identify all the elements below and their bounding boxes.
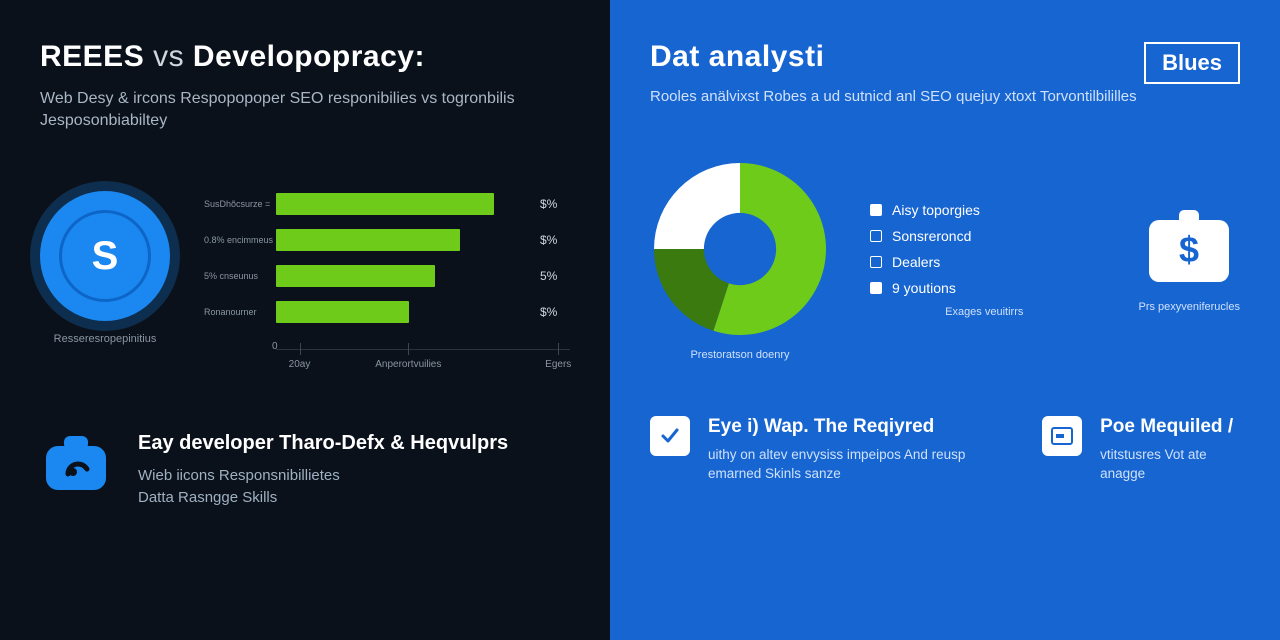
title-part-2: Developopracy: [193,40,425,73]
left-title: REEES vs Developopracy: [40,40,570,74]
donut-column: Prestoratson doenry [650,159,830,361]
left-footer-line1: Wieb iicons Responsnibillietes [138,465,508,487]
bar-row: 0.8% encimmeus $% [204,227,570,253]
axis-tick [300,343,301,355]
footer-col1-body: uithy on altev envysiss impeipos And reu… [708,446,982,484]
legend-item: 9 youtions [870,280,1099,296]
bar-fill [276,229,460,251]
bar-value: 5% [540,269,570,283]
bar-row: Ronanourner $% [204,299,570,325]
bar-axis: 0 20ayAnperortvuiliesEgers [276,343,570,377]
briefcase-icon: $ [1145,208,1233,286]
bar-category: 5% cnseunus [204,271,276,281]
right-footer-col-2: Poe Mequiled / vtitstusres Vot ate anagg… [1042,416,1240,484]
axis-tick-label: Anperortvuilies [375,359,441,370]
right-chart-area: Prestoratson doenry Aisy toporgies Sonsre… [650,159,1240,361]
bar-value: $% [540,197,570,211]
check-icon [650,416,690,456]
briefcase-glyph: $ [1179,229,1199,270]
left-subtitle: Web Desy & ircons Respopopoper SEO respo… [40,88,560,131]
left-panel: REEES vs Developopracy: Web Desy & ircon… [0,0,610,640]
legend-swatch [870,204,882,216]
legend: Aisy toporgies Sonsreroncd Dealers 9 youtio… [870,202,1099,296]
bar-category: 0.8% encimmeus [204,235,276,245]
legend-item: Sonsreroncd [870,228,1099,244]
bar-track [276,229,532,251]
bar-value: $% [540,233,570,247]
axis-tick [558,343,559,355]
bar-fill [276,301,409,323]
footer-col1-heading: Eye i) Wap. The Reqiyred [708,416,982,438]
left-footer: Eay developer Tharo-Defx & Heqvulprs Wie… [40,432,570,509]
axis-tick-label: Egers [545,359,571,370]
donut-chart [650,159,830,339]
legend-item: Dealers [870,254,1099,270]
legend-swatch [870,256,882,268]
bar-track [276,193,532,215]
bar-category: Ronanourner [204,307,276,317]
right-panel: Dat analysti Blues Rooles anälvixst Robe… [610,0,1280,640]
legend-label: Sonsreroncd [892,228,971,244]
bar-row: 5% cnseunus 5% [204,263,570,289]
axis-line [276,349,570,350]
legend-label: 9 youtions [892,280,956,296]
legend-swatch [870,282,882,294]
axis-origin: 0 [272,341,278,352]
footer-col2-heading: Poe Mequiled / [1100,416,1240,438]
footer-col2-body: vtitstusres Vot ate anagge [1100,446,1240,484]
legend-item: Aisy toporgies [870,202,1099,218]
bar-track [276,301,532,323]
axis-tick-label: 20ay [289,359,311,370]
left-chart-area: S Resseresropepinitius SusDhõcsurze =$%0… [40,191,570,377]
left-footer-line2: Datta Rasngge Skills [138,487,508,509]
briefcase-label: Prs pexyveniferucles [1139,301,1241,313]
donut-label: Prestoratson doenry [650,349,830,361]
coin-glyph: S [59,210,151,302]
right-footer: Eye i) Wap. The Reqiyred uithy on altev … [650,416,1240,484]
legend-column: Aisy toporgies Sonsreroncd Dealers 9 youtio… [870,202,1099,318]
title-vs: vs [153,40,184,73]
legend-label: Dealers [892,254,940,270]
coin-icon: S [40,191,170,321]
bar-value: $% [540,305,570,319]
donut-slice [654,163,740,249]
coin-column: S Resseresropepinitius [40,191,170,345]
card-icon [1042,416,1082,456]
right-footer-col-1: Eye i) Wap. The Reqiyred uithy on altev … [650,416,982,484]
bar-category: SusDhõcsurze = [204,199,276,209]
left-footer-text: Eay developer Tharo-Defx & Heqvulprs Wie… [138,432,508,509]
right-subtitle: Rooles anälvixst Robes a ud sutnicd anl … [650,88,1210,105]
bar-row: SusDhõcsurze = $% [204,191,570,217]
badge: Blues [1144,42,1240,84]
legend-swatch [870,230,882,242]
bar-track [276,265,532,287]
camera-icon [40,432,112,494]
briefcase-column: $ Prs pexyveniferucles [1139,208,1241,313]
bar-fill [276,193,494,215]
coin-label: Resseresropepinitius [40,333,170,345]
legend-mid-label: Exages veuitirrs [870,306,1099,318]
axis-tick [408,343,409,355]
left-footer-heading: Eay developer Tharo-Defx & Heqvulprs [138,432,508,455]
title-part-1: REEES [40,40,144,73]
bar-chart: SusDhõcsurze = $% 0.8% encimmeus $% 5% cnseu… [204,191,570,377]
bar-fill [276,265,435,287]
legend-label: Aisy toporgies [892,202,980,218]
